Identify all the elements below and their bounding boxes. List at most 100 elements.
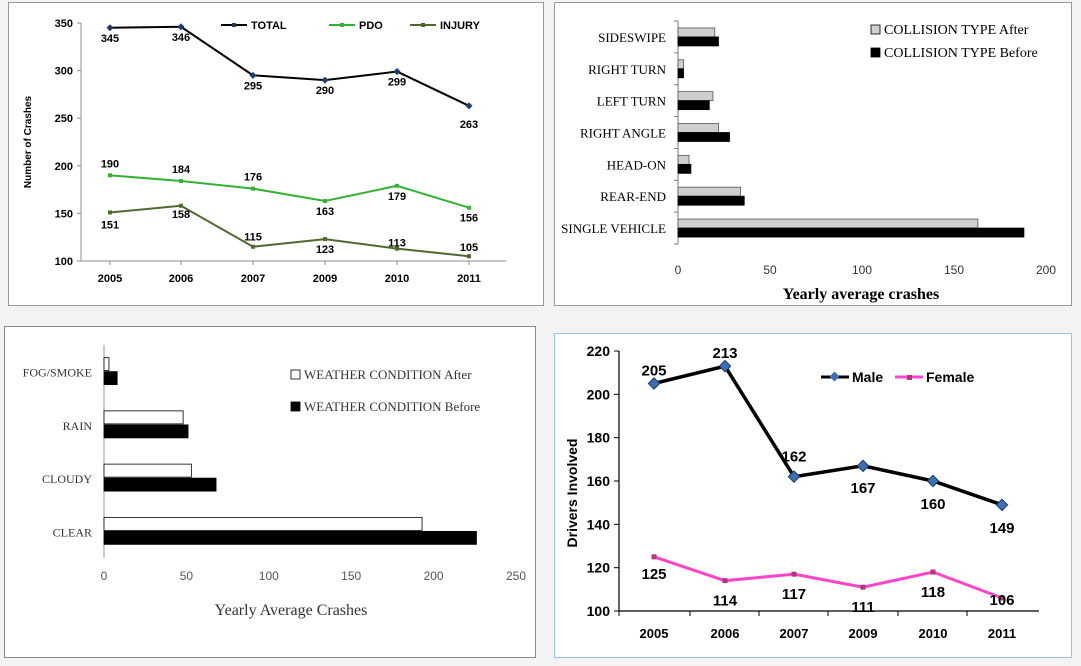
y-tick-label: 160 xyxy=(587,473,611,489)
bar-weather-condition-before xyxy=(103,530,477,545)
legend-marker xyxy=(232,23,236,27)
data-point xyxy=(251,186,255,191)
category-label: CLOUDY xyxy=(42,472,92,486)
data-point xyxy=(791,571,797,577)
data-point xyxy=(106,24,114,32)
y-axis-title: Number of Crashes xyxy=(23,95,34,188)
x-tick-label: 2010 xyxy=(385,273,409,285)
x-tick-label: 50 xyxy=(763,263,777,277)
y-tick-label: 250 xyxy=(55,113,73,125)
legend-marker xyxy=(421,23,425,27)
data-label: 149 xyxy=(989,520,1014,537)
category-label: SIDESWIPE xyxy=(598,30,666,45)
legend-label-injury: INJURY xyxy=(440,20,481,32)
category-label: LEFT TURN xyxy=(597,94,667,109)
bar-collision-type-before xyxy=(677,132,730,142)
series-line-male xyxy=(653,364,1003,507)
data-label: 118 xyxy=(921,584,945,601)
legend-label-weather-condition-after: WEATHER CONDITION After xyxy=(304,367,472,382)
data-label: 184 xyxy=(172,164,191,176)
bar-weather-condition-before xyxy=(103,424,189,439)
y-tick-label: 200 xyxy=(587,386,611,402)
bar-weather-condition-after xyxy=(103,410,184,425)
x-tick-label: 2011 xyxy=(457,273,481,285)
legend-swatch-weather-condition-before xyxy=(290,401,301,412)
data-point xyxy=(718,359,732,373)
data-point xyxy=(465,102,473,110)
bar-weather-condition-after xyxy=(103,357,110,372)
legend-label-total: TOTAL xyxy=(251,20,287,32)
y-tick-label: 350 xyxy=(55,18,73,30)
data-label: 162 xyxy=(781,449,806,466)
x-tick-label: 0 xyxy=(101,569,108,583)
data-label: 105 xyxy=(460,242,478,254)
legend-label-male: Male xyxy=(852,369,883,385)
x-axis-title: Yearly average crashes xyxy=(783,286,939,303)
data-label: 345 xyxy=(101,33,119,45)
data-point xyxy=(393,68,401,76)
data-label: 106 xyxy=(989,592,1014,609)
data-point xyxy=(995,498,1009,512)
data-label: 346 xyxy=(172,32,190,44)
bar-collision-type-after xyxy=(677,218,979,229)
data-point xyxy=(323,199,327,204)
data-label: 123 xyxy=(316,244,334,256)
data-label: 205 xyxy=(641,363,666,380)
x-tick-label: 2009 xyxy=(313,273,337,285)
data-label: 114 xyxy=(713,593,738,610)
x-tick-label: 0 xyxy=(675,263,682,277)
data-point xyxy=(926,474,940,488)
drivers-by-gender-chart-panel: 100 120 140 160 180 200 220 2005 2006 2007 2009 201… xyxy=(554,333,1072,658)
data-point xyxy=(787,470,801,484)
data-label: 160 xyxy=(920,496,945,513)
x-tick-label: 2005 xyxy=(640,626,669,641)
y-axis-title: Drivers Involved xyxy=(564,439,580,548)
data-point xyxy=(108,210,112,215)
data-point xyxy=(467,254,471,259)
data-label: 263 xyxy=(460,119,478,131)
data-label: 158 xyxy=(172,209,190,221)
x-tick-label: 2010 xyxy=(919,626,948,641)
bar-collision-type-before xyxy=(677,163,692,174)
data-point xyxy=(323,237,327,242)
data-label: 156 xyxy=(460,213,478,225)
x-tick-label: 2011 xyxy=(988,626,1016,641)
data-label: 113 xyxy=(388,238,406,250)
legend-swatch-collision-type-after xyxy=(870,24,881,35)
y-tick-label: 220 xyxy=(587,343,611,359)
collision-type-chart-panel: SIDESWIPE RIGHT TURN LEFT TURN RIGHT ANGLE H… xyxy=(554,2,1072,306)
weather-condition-chart: FOG/SMOKE RAIN CLOUDY CLEAR 0 50 100 150 200 250 Y… xyxy=(23,345,526,619)
data-point xyxy=(856,459,870,473)
data-label: 163 xyxy=(316,206,334,218)
category-label: RAIN xyxy=(63,419,93,433)
legend-marker xyxy=(907,375,912,380)
bar-collision-type-after xyxy=(677,186,741,197)
category-label: FOG/SMOKE xyxy=(23,366,92,380)
series-line-female xyxy=(653,555,1003,600)
x-tick-label: 100 xyxy=(259,569,279,583)
data-label: 111 xyxy=(851,599,874,616)
bar-weather-condition-after xyxy=(103,463,192,478)
legend-marker xyxy=(829,371,840,382)
category-label: REAR-END xyxy=(600,189,666,204)
category-label: CLEAR xyxy=(53,525,92,539)
bar-collision-type-after xyxy=(677,154,690,165)
data-label: 190 xyxy=(101,158,119,170)
data-label: 213 xyxy=(712,345,737,362)
category-label: RIGHT ANGLE xyxy=(580,126,666,141)
series-line-total xyxy=(109,25,470,107)
data-point xyxy=(647,377,661,390)
x-tick-label: 150 xyxy=(341,569,361,583)
weather-condition-chart-panel: FOG/SMOKE RAIN CLOUDY CLEAR 0 50 100 150 200 250 Y… xyxy=(4,326,536,658)
data-point xyxy=(999,595,1005,601)
data-point xyxy=(249,71,257,79)
bar-collision-type-after xyxy=(677,91,714,102)
legend-label-collision-type-before: COLLISION TYPE Before xyxy=(884,46,1038,61)
bar-weather-condition-after xyxy=(103,516,423,531)
data-label: 299 xyxy=(388,77,406,89)
legend-label-weather-condition-before: WEATHER CONDITION Before xyxy=(304,399,480,414)
data-label: 295 xyxy=(244,80,262,92)
crashes-by-year-chart-panel: 100 150 200 250 300 350 2005 2006 2007 2009 2010 20… xyxy=(8,2,544,306)
data-point xyxy=(467,205,471,210)
collision-type-chart: SIDESWIPE RIGHT TURN LEFT TURN RIGHT ANGLE H… xyxy=(561,20,1056,303)
